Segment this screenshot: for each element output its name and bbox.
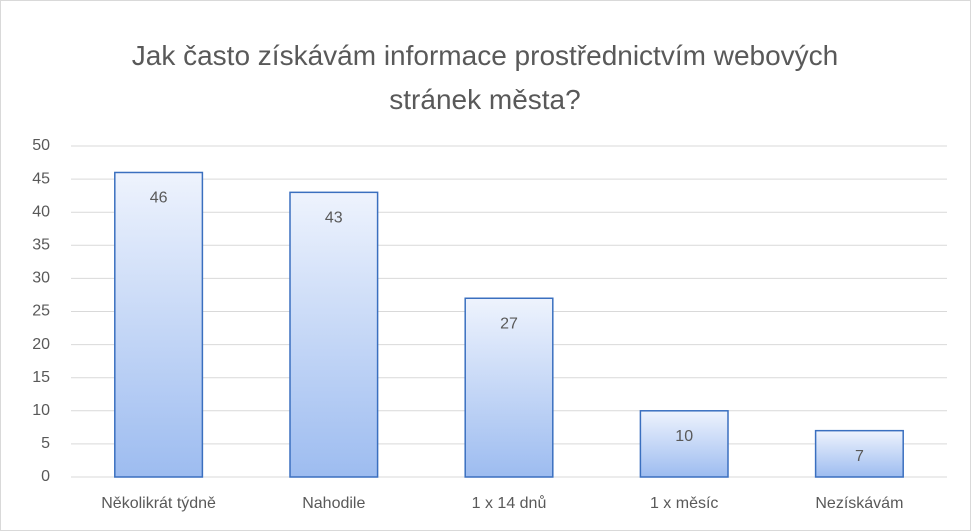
x-tick-label: 1 x měsíc (650, 495, 718, 512)
y-tick-label: 45 (32, 170, 50, 187)
x-tick-label: Nahodile (302, 495, 365, 512)
bar (639, 410, 729, 478)
data-label: 46 (150, 190, 168, 207)
chart-title: Jak často získávám informace prostřednic… (131, 40, 839, 115)
data-label: 43 (325, 210, 343, 227)
bar (464, 297, 554, 478)
y-tick-label: 50 (32, 137, 50, 154)
data-label: 7 (855, 448, 864, 465)
y-tick-label: 35 (32, 237, 50, 254)
data-label: 10 (675, 428, 693, 445)
bar (289, 191, 379, 478)
y-tick-label: 10 (32, 402, 50, 419)
y-tick-label: 15 (32, 369, 50, 386)
y-tick-label: 5 (41, 435, 50, 452)
y-tick-label: 0 (41, 468, 50, 485)
y-tick-label: 30 (32, 270, 50, 287)
data-label: 27 (500, 315, 518, 332)
bar (814, 429, 904, 478)
y-tick-label: 20 (32, 336, 50, 353)
bar (114, 171, 204, 478)
y-tick-label: 25 (32, 303, 50, 320)
x-tick-label: 1 x 14 dnů (472, 494, 547, 512)
x-tick-label: Nezískávám (815, 495, 903, 512)
x-tick-label: Několikrát týdně (101, 495, 216, 512)
y-tick-label: 40 (32, 203, 50, 220)
